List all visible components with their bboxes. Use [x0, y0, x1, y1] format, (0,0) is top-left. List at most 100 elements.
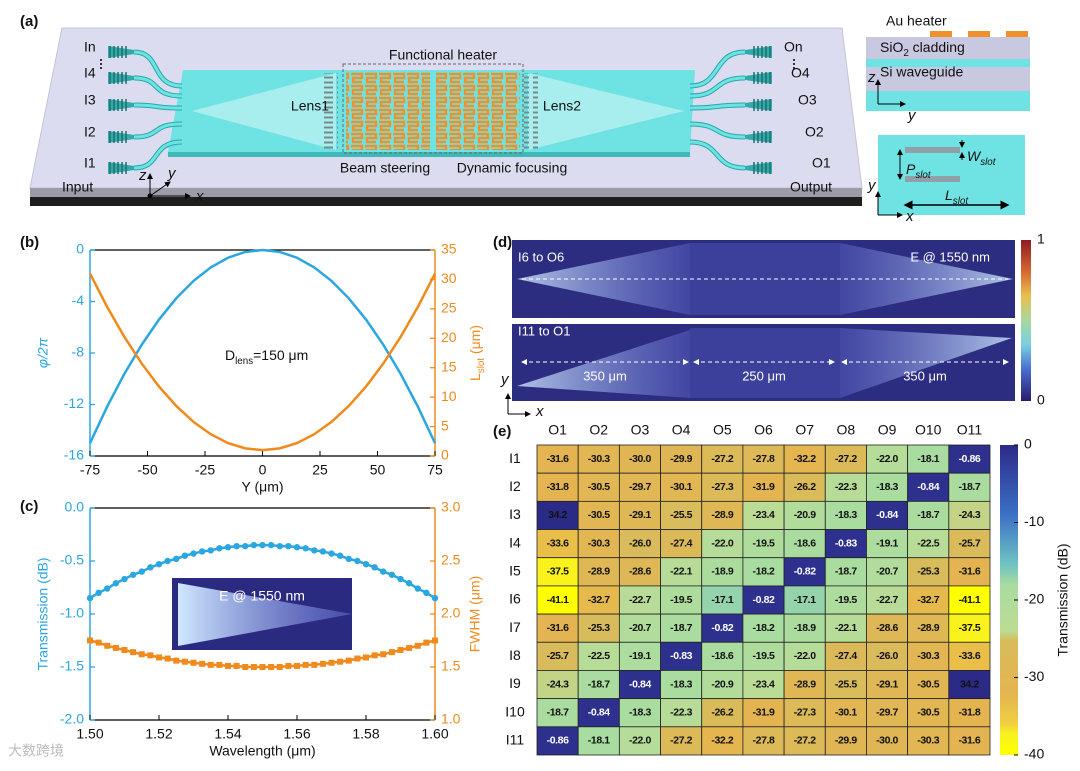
- cell: [536, 698, 579, 728]
- cell-label: -26.2: [711, 707, 733, 719]
- x-tick-label: 50: [370, 462, 386, 478]
- waveguide: [133, 122, 183, 139]
- cell: [618, 444, 661, 474]
- cell-label: -0.84: [629, 678, 651, 690]
- cell-label: -17.1: [794, 594, 816, 606]
- cell: [701, 698, 744, 728]
- cell-label: -28.9: [711, 509, 733, 521]
- label: Functional heater: [389, 47, 498, 63]
- cell-label: -19.1: [876, 537, 898, 549]
- cell-label: -30.1: [835, 707, 857, 719]
- axis-label: x: [535, 403, 544, 420]
- marker: [302, 661, 309, 668]
- cell-label: -22.7: [876, 594, 898, 606]
- marker: [250, 541, 258, 549]
- marker: [345, 657, 352, 664]
- colorbar-tick-label: -20: [1024, 591, 1044, 607]
- waveguide: [689, 140, 746, 170]
- au-heater: [968, 31, 990, 37]
- row-label: I4: [509, 534, 521, 550]
- cell-label: -22.1: [670, 566, 692, 578]
- cell: [701, 726, 744, 756]
- cell-label: -18.7: [670, 622, 692, 634]
- marker: [267, 541, 275, 549]
- beam: [690, 328, 840, 398]
- cell: [783, 472, 826, 502]
- cell-label: -30.3: [588, 537, 610, 549]
- cell: [577, 698, 620, 728]
- marker: [112, 580, 120, 587]
- x-tick-label: 0: [259, 462, 267, 478]
- cell-label: -0.84: [876, 509, 898, 521]
- cell: [618, 726, 661, 756]
- waveguide: [133, 140, 183, 170]
- marker: [121, 575, 128, 583]
- panel-label: (c): [20, 498, 38, 515]
- cell-label: -18.3: [876, 481, 898, 493]
- cell-label: -20.7: [876, 566, 898, 578]
- panel-label: (e): [493, 423, 511, 440]
- cell: [577, 500, 620, 530]
- cell-label: -19.5: [835, 594, 857, 606]
- column-label: O4: [672, 422, 691, 438]
- marker: [199, 660, 206, 667]
- cell-label: -22.0: [794, 650, 816, 662]
- marker: [173, 657, 180, 664]
- cell-label: -37.5: [547, 566, 569, 578]
- y2-axis-label: Lslot (μm): [467, 325, 487, 381]
- cell-label: -18.7: [835, 566, 857, 578]
- y-tick-label: -16: [64, 447, 84, 463]
- y2-tick-label: 20: [441, 329, 457, 345]
- cell-label: -28.9: [917, 622, 939, 634]
- colorbar-tick-label: 1: [1037, 231, 1045, 247]
- waveguide: [133, 103, 183, 110]
- x-axis-label: Wavelength (μm): [209, 743, 315, 759]
- cell-label: -31.8: [547, 481, 569, 493]
- marker: [285, 542, 292, 550]
- marker: [336, 552, 344, 559]
- device-schematic: [29, 27, 863, 206]
- cell: [618, 529, 661, 559]
- row-label: I1: [509, 450, 521, 466]
- label: E @ 1550 nm: [910, 249, 990, 264]
- waveguide: [689, 50, 746, 88]
- label: Lslot: [945, 187, 969, 207]
- cell-label: -22.1: [835, 622, 857, 634]
- cell: [824, 585, 867, 615]
- y-tick-label: -1.0: [60, 605, 84, 621]
- heater: [346, 72, 430, 150]
- marker: [130, 649, 137, 656]
- marker: [285, 662, 292, 669]
- cell-label: -0.84: [588, 707, 610, 719]
- marker: [371, 652, 378, 659]
- marker: [380, 651, 387, 658]
- marker: [87, 637, 93, 644]
- row-label: I2: [509, 478, 521, 494]
- cell-label: -25.3: [917, 566, 939, 578]
- marker: [302, 545, 309, 552]
- cell: [948, 726, 991, 756]
- marker: [147, 652, 154, 659]
- y2-tick-label: 0: [441, 447, 449, 463]
- cell: [824, 613, 867, 643]
- lens-edge: [524, 73, 538, 150]
- dots: [793, 67, 795, 69]
- cell-label: -29.9: [670, 453, 692, 465]
- cell-label: -19.5: [753, 537, 775, 549]
- y2-tick-label: 30: [441, 270, 457, 286]
- cell: [577, 726, 620, 756]
- cell-label: -26.0: [876, 650, 898, 662]
- cell-label: -0.86: [958, 453, 980, 465]
- port-label: I3: [84, 92, 96, 108]
- y-tick-label: -12: [64, 395, 84, 411]
- au-heater: [1006, 31, 1028, 37]
- panel-label: (d): [493, 234, 512, 251]
- cell-label: -18.3: [835, 509, 857, 521]
- marker: [95, 639, 102, 646]
- column-label: O8: [837, 422, 856, 438]
- beam: [517, 243, 690, 315]
- au-heater: [930, 31, 952, 37]
- waveguide: [133, 50, 183, 88]
- waveguide: [866, 59, 1030, 67]
- cell: [536, 444, 579, 474]
